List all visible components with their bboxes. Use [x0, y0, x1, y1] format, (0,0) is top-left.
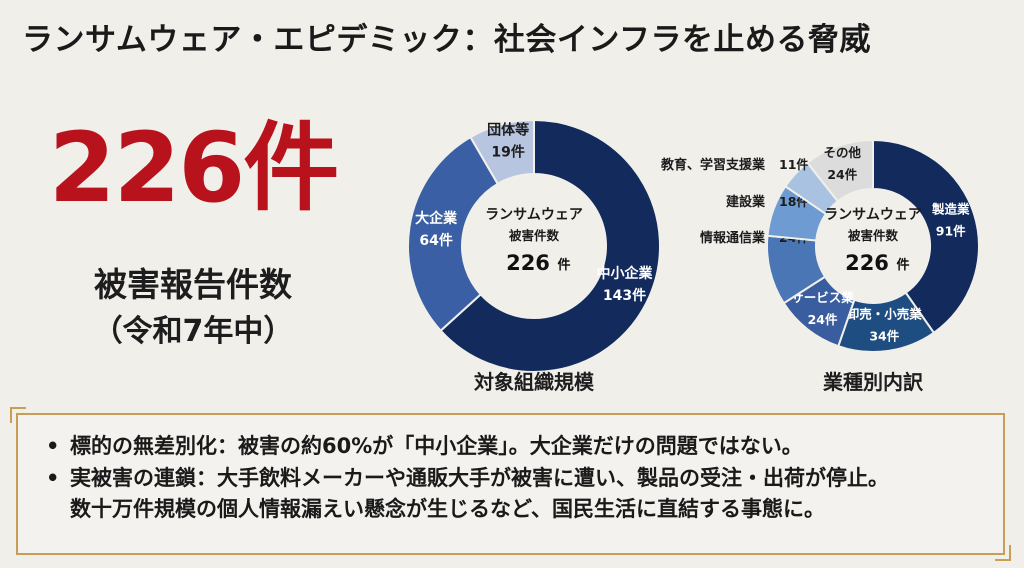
- incident-count: 226件: [48, 112, 339, 224]
- box-corner-decoration: [995, 545, 1011, 561]
- industry-slice: [872, 138, 980, 335]
- industry-slice-value: 24件: [827, 167, 857, 182]
- page-title: ランサムウェア・エピデミック：社会インフラを止める脅威: [22, 22, 871, 58]
- org-size-center-sublabel: 被害件数: [509, 228, 560, 243]
- key-point: 実被害の連鎖：大手飲料メーカーや通販大手が被害に遭い、製品の受注・出荷が停止。数…: [44, 463, 981, 526]
- industry-slice-label: 製造業: [931, 201, 970, 216]
- key-points-list: 標的の無差別化：被害の約60%が「中小企業」。大企業だけの問題ではない。 実被害…: [18, 415, 1003, 526]
- org-size-center-unit: 件: [557, 257, 570, 273]
- industry-slice-value: 91件: [936, 223, 966, 238]
- org-size-slice-label: 大企業: [415, 210, 458, 227]
- key-point-text: 数十万件規模の個人情報漏えい懸念が生じるなど、国民生活に直結する事態に。: [70, 497, 825, 521]
- industry-slice-label: 建設業: [726, 194, 766, 210]
- org-size-center-label: ランサムウェア: [485, 207, 583, 223]
- industry-center-unit: 件: [896, 257, 909, 273]
- org-size-slice: [469, 118, 535, 186]
- industry-slice-label: 情報通信業: [700, 230, 766, 246]
- industry-slice-label: その他: [824, 145, 862, 160]
- industry-center-sublabel: 被害件数: [848, 228, 899, 243]
- incident-count-label: 被害報告件数: [94, 265, 292, 304]
- industry-slice-value: 24件: [808, 312, 838, 327]
- org-size-slice-value: 64件: [419, 232, 452, 249]
- box-corner-decoration: [10, 407, 26, 423]
- industry-center-label: ランサムウェア: [824, 207, 922, 223]
- industry-chart-title: 業種別内訳: [823, 370, 924, 394]
- incident-count-period: （令和7年中）: [92, 314, 294, 349]
- industry-slice-value: 11件: [779, 157, 809, 172]
- key-point-text: 実被害の連鎖：大手飲料メーカーや通販大手が被害に遭い、製品の受注・出荷が停止。: [70, 465, 889, 490]
- industry-donut: 製造業91件卸売・小売業34件サービス業24件情報通信業24件建設業18件教育、…: [660, 138, 980, 353]
- industry-slice-value: 34件: [869, 329, 899, 344]
- org-size-center-value: 226: [506, 251, 550, 275]
- org-size-slice-label: 中小企業: [597, 265, 654, 282]
- org-size-slice: [439, 118, 661, 373]
- org-size-slice-value: 143件: [603, 287, 646, 304]
- org-size-chart-title: 対象組織規模: [473, 370, 595, 394]
- industry-center-value: 226: [845, 251, 889, 275]
- industry-slice: [806, 138, 874, 203]
- org-size-slice-label: 団体等: [487, 121, 529, 138]
- industry-slice-label: サービス業: [791, 290, 854, 305]
- key-points-box: 標的の無差別化：被害の約60%が「中小企業」。大企業だけの問題ではない。 実被害…: [10, 407, 1011, 561]
- key-point: 標的の無差別化：被害の約60%が「中小企業」。大企業だけの問題ではない。: [44, 431, 981, 463]
- org-size-slice: [407, 135, 500, 333]
- industry-slice-label: 教育、学習支援業: [660, 157, 766, 173]
- industry-slice-label: 卸売・小売業: [847, 307, 923, 322]
- org-size-slice-value: 19件: [491, 143, 524, 160]
